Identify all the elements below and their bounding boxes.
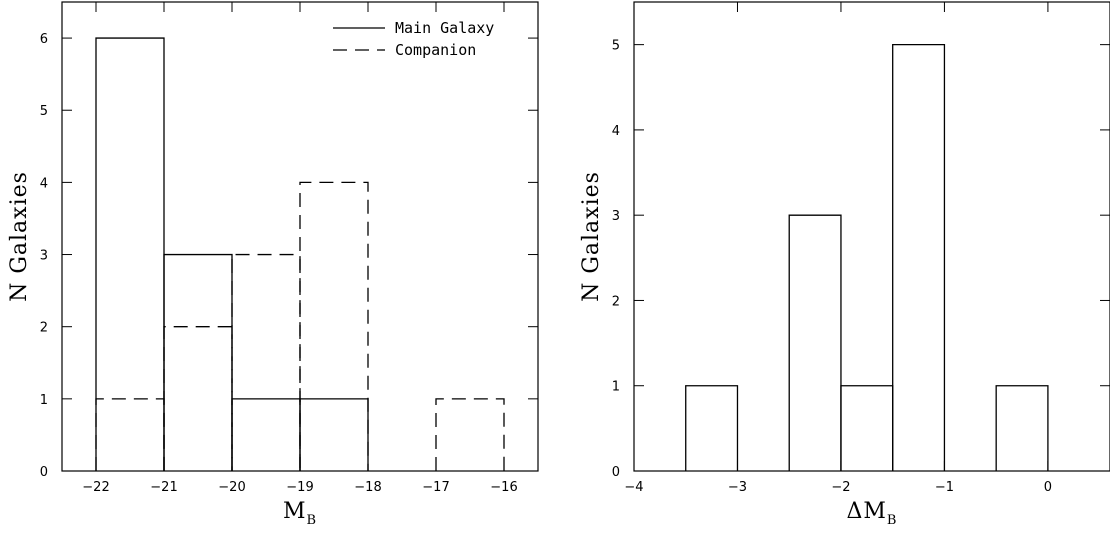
x-tick-label: −20 (218, 480, 245, 495)
main-bar (163, 253, 233, 471)
x-tick-label: −17 (422, 480, 449, 495)
x-tick-label: 0 (1044, 480, 1052, 495)
main-bar (995, 385, 1049, 471)
y-axis-title: N Galaxies (579, 171, 604, 302)
x-tick-label: −3 (728, 480, 747, 495)
y-tick-label: 3 (40, 249, 48, 264)
y-tick-label: 0 (612, 465, 620, 480)
y-tick-label: 5 (40, 104, 48, 119)
main-bar (840, 385, 894, 471)
companion-bar (299, 181, 369, 471)
x-tick-label: −16 (490, 480, 517, 495)
y-tick-label: 1 (612, 380, 620, 395)
y-tick-label: 6 (40, 32, 48, 47)
x-tick-label: −2 (831, 480, 850, 495)
y-tick-label: 1 (40, 393, 48, 408)
companion-bar (231, 253, 301, 471)
legend-label: Companion (395, 41, 476, 59)
main-bar (95, 37, 165, 471)
left-histogram-panel: −22 −21 −20 −19 −18 −17 −16 0 1 2 3 4 5 6 N Galaxies MB… (7, 1, 539, 528)
legend: Main Galaxy Companion (333, 19, 494, 59)
x-tick-label: −21 (150, 480, 177, 495)
y-tick-label: 2 (40, 321, 48, 336)
x-tick-label: −4 (624, 480, 643, 495)
companion-bar (163, 326, 233, 471)
x-tick-label: −18 (354, 480, 381, 495)
x-axis-title: MB (283, 499, 317, 528)
companion-bar (95, 398, 165, 471)
y-tick-label: 5 (612, 39, 620, 54)
y-tick-label: 3 (612, 209, 620, 224)
y-tick-label: 0 (40, 465, 48, 480)
x-axis-title: ΔMB (847, 499, 898, 528)
main-bar (685, 385, 739, 471)
main-bar (892, 43, 946, 471)
companion-bar (435, 398, 505, 471)
main-bar (788, 214, 842, 471)
y-tick-label: 2 (612, 294, 620, 309)
y-tick-label: 4 (612, 124, 620, 139)
y-axis-title: N Galaxies (7, 171, 32, 302)
x-tick-label: −1 (935, 480, 954, 495)
plot-frame (633, 1, 1110, 472)
legend-label: Main Galaxy (395, 19, 494, 37)
x-tick-label: −19 (286, 480, 313, 495)
y-tick-label: 4 (40, 176, 48, 191)
right-histogram-panel: −4 −3 −2 −1 0 0 1 2 3 4 5 N Galaxies ΔMB (579, 1, 1110, 528)
main-bar (299, 398, 369, 471)
main-bar (231, 398, 301, 471)
x-tick-label: −22 (82, 480, 109, 495)
